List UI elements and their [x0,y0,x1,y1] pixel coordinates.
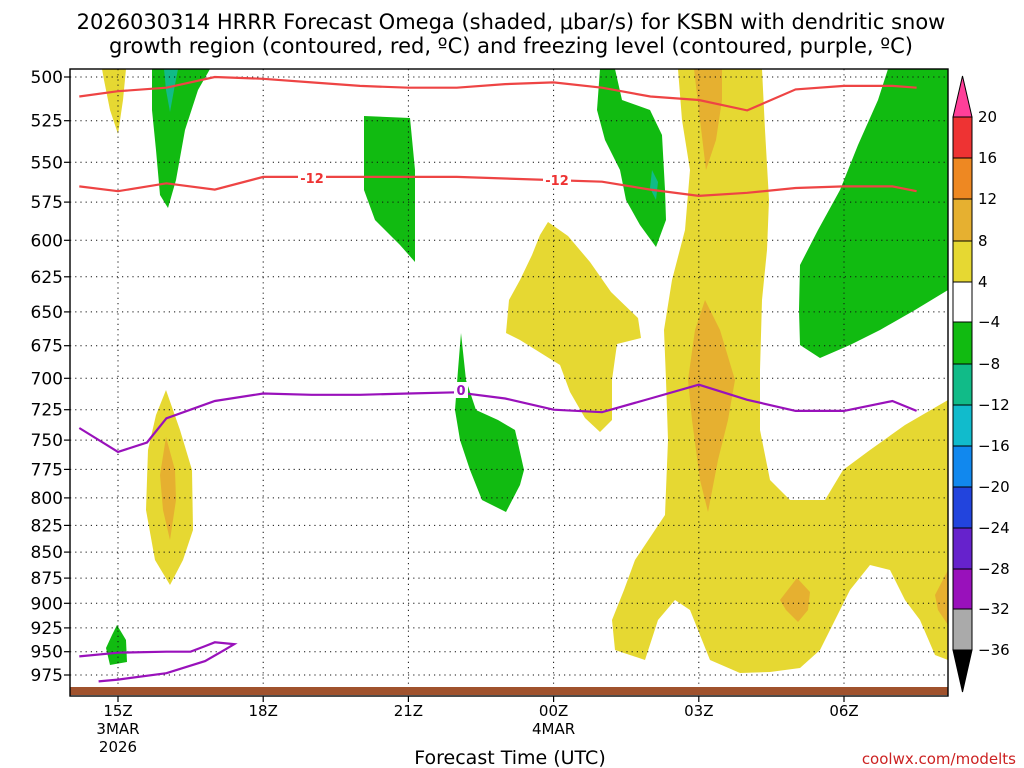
colorbar-segment [952,527,973,570]
pressure-tick-label: 825 [31,516,63,536]
colorbar-segment [952,281,973,323]
pressure-tick-label: 575 [31,193,63,213]
colorbar-label: 16 [978,149,997,167]
pressure-tick-label: 775 [31,460,63,480]
freezing-contour-label: 0 [456,384,465,399]
colorbar-label: −32 [978,600,1010,618]
colorbar-segment [952,404,973,447]
colorbar-segment [952,568,973,610]
colorbar-segment [952,363,973,406]
colorbar-segment [952,240,973,283]
time-tick-label: 03Z [684,702,713,720]
omega-region-green [152,69,210,208]
pressure-tick-label: 725 [31,401,63,421]
colorbar-segment [952,321,973,365]
pressure-tick-label: 750 [31,431,63,451]
colorbar: 20 16 12 8 4 −4 −8 −12 −16 −20 −24 −28 −32 −36 [952,75,1010,693]
pressure-tick-label: 800 [31,489,63,509]
dgz-contour-label-right: -12 [545,174,569,189]
freezing-level-lower-contour [79,641,238,683]
colorbar-label: −36 [978,641,1010,659]
colorbar-label: 12 [978,190,997,208]
colorbar-segment [952,157,973,200]
contour-label-bg [298,170,326,186]
time-tick-label: 18Z [249,702,278,720]
time-tick-date: 4MAR [532,720,575,738]
omega-region-orange [780,578,810,622]
omega-region-green [597,69,666,247]
omega-region-green [364,116,415,262]
colorbar-segment [952,198,973,242]
dgz-lower-contour [79,175,917,198]
colorbar-label: 8 [978,232,988,250]
colorbar-label: −20 [978,478,1010,496]
time-tick-label: 15Z [103,702,132,720]
omega-region-teal [164,69,178,112]
pressure-tick-label: 625 [31,268,63,288]
colorbar-top-arrow [952,75,973,118]
colorbar-segment [952,608,973,651]
colorbar-label: −16 [978,437,1010,455]
pressure-tick-label: 650 [31,303,63,323]
colorbar-segment [952,445,973,488]
colorbar-label: −8 [978,355,1000,373]
colorbar-segment [952,486,973,529]
pressure-tick-label: 600 [31,231,63,251]
time-tick-label: 21Z [394,702,423,720]
colorbar-label: 20 [978,108,997,126]
omega-shading [102,69,948,673]
chart-title-line2: growth region (contoured, red, ºC) and f… [109,34,913,58]
omega-region-orange [160,437,176,540]
colorbar-label: −24 [978,519,1010,537]
x-axis-label: Forecast Time (UTC) [414,747,605,768]
chart-title-line1: 2026030314 HRRR Forecast Omega (shaded, … [77,10,946,34]
pressure-tick-label: 875 [31,569,63,589]
pressure-tick-label: 975 [31,666,63,686]
omega-region-green [455,333,524,512]
contour-lines: -12 -12 0 [78,75,918,683]
colorbar-segment [952,116,973,159]
time-tick-label: 06Z [829,702,858,720]
colorbar-label: −12 [978,396,1010,414]
omega-region-teal [650,170,658,200]
grid-lines [70,69,948,696]
omega-region-orange [688,300,735,512]
pressure-tick-label: 675 [31,337,63,357]
colorbar-label: −28 [978,560,1010,578]
colorbar-bottom-arrow [952,649,973,693]
time-tick-date: 3MAR [96,720,139,738]
omega-region-yellow [102,69,126,134]
pressure-tick-label: 900 [31,594,63,614]
pressure-tick-label: 850 [31,543,63,563]
pressure-tick-label: 500 [31,68,63,88]
pressure-tick-label: 525 [31,112,63,132]
freezing-level-contour [78,383,918,454]
ground-surface-band [70,687,948,695]
credit-text: coolwx.com/modelts [862,750,1016,768]
plot-frame [69,68,949,697]
omega-region-yellow [612,69,948,673]
pressure-tick-label: 925 [31,619,63,639]
omega-region-green [799,69,948,358]
contour-label-bg [454,382,468,398]
pressure-tick-label: 950 [31,643,63,663]
time-tick-year: 2026 [99,738,137,756]
pressure-axis: 500 525 550 575 600 625 650 675 700 725 750 775 800 8… [31,68,70,686]
colorbar-label: −4 [978,313,1000,331]
colorbar-label: 4 [978,273,988,291]
omega-region-orange [935,570,948,625]
omega-region-yellow [506,222,641,432]
omega-region-green [106,625,127,665]
dgz-upper-contour [79,75,917,112]
pressure-tick-label: 550 [31,153,63,173]
time-tick-label: 00Z [539,702,568,720]
contour-label-bg [543,172,571,188]
omega-region-orange [694,69,722,170]
dgz-contour-label-left: -12 [300,172,324,187]
plot-area: -12 -12 0 [69,68,949,697]
pressure-tick-label: 700 [31,369,63,389]
